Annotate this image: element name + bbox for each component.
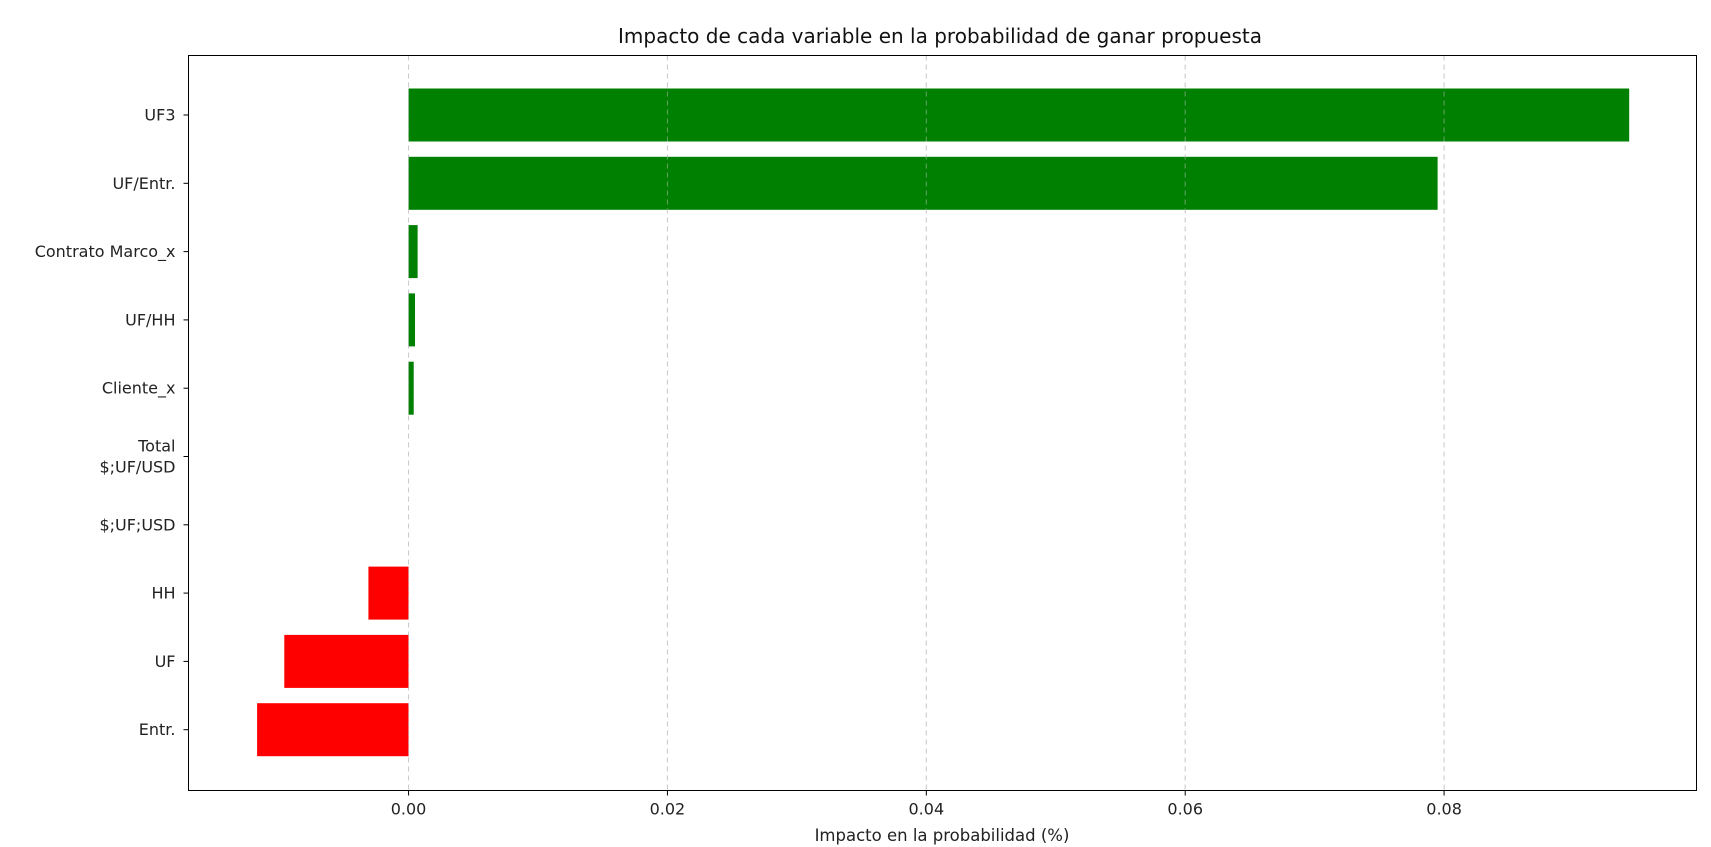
y-axis-ticks: UF3 UF/Entr. Contrato Marco_x UF/HH Cliente_… [35,106,189,739]
plot-frame [188,55,1697,791]
bars [257,88,1630,757]
y-tick-label-8: UF [155,652,176,671]
bar-0 [408,88,1630,142]
y-tick-label-5-0: Total [137,437,175,456]
y-tick-label-3: UF/HH [125,310,175,329]
x-tick-label-0: 0.00 [391,800,427,819]
x-axis-title: Impacto en la probabilidad (%) [815,826,1070,845]
x-tick-label-2: 0.04 [909,800,945,819]
bar-9 [257,703,409,757]
y-tick-label-4: Cliente_x [102,379,176,399]
y-tick-label-1: UF/Entr. [112,174,175,193]
bar-7 [368,566,409,620]
y-tick-label-5-1: $;UF/USD [99,458,175,477]
y-tick-label-9: Entr. [139,720,176,739]
bar-1 [408,156,1438,210]
y-tick-label-0: UF3 [144,106,175,125]
grid-overlay [408,55,1445,791]
y-tick-label-6: $;UF;USD [99,515,175,534]
chart-title: Impacto de cada variable en la probabili… [618,24,1262,48]
bar-3 [408,293,416,347]
x-axis-ticks: 0.00 0.02 0.04 0.06 0.08 [391,790,1462,819]
y-tick-label-2: Contrato Marco_x [35,242,176,262]
x-tick-label-1: 0.02 [650,800,686,819]
bar-8 [284,634,409,688]
x-tick-label-3: 0.06 [1167,800,1203,819]
x-tick-label-4: 0.08 [1426,800,1462,819]
bar-4 [408,361,414,415]
y-tick-label-7: HH [151,584,175,603]
bar-2 [408,225,418,279]
